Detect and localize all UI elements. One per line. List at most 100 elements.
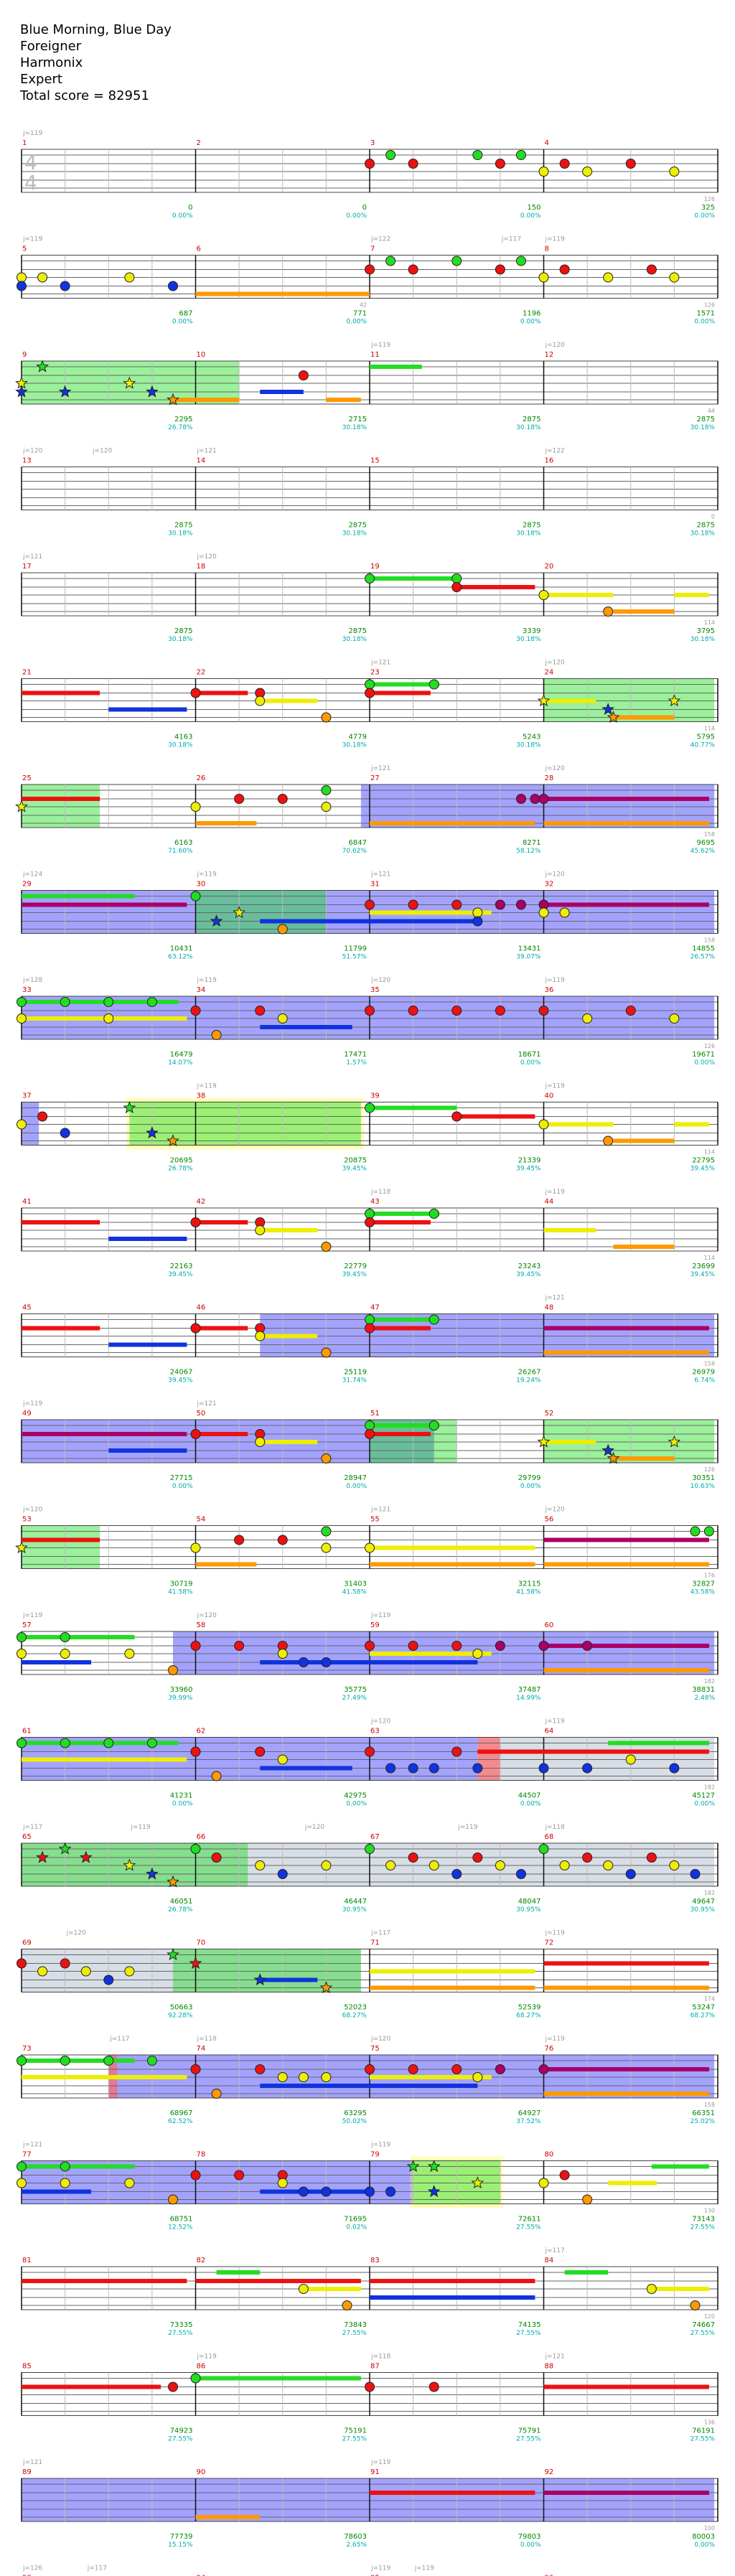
score-percent: 0.00% <box>520 319 541 326</box>
note-gem <box>472 150 483 160</box>
bpm-marker: j=119 <box>197 1083 217 1090</box>
note-gem <box>530 794 540 804</box>
measure-number: 88 <box>545 2363 554 2371</box>
measure-note-count: 158 <box>704 2102 715 2108</box>
bpm-marker: j=119 <box>197 977 217 984</box>
score-percent: 30.18% <box>690 636 716 643</box>
note-gem <box>559 264 570 275</box>
measure-note-count: 158 <box>704 937 715 944</box>
note-gem <box>277 2178 288 2188</box>
score-percent: 68.27% <box>690 2013 716 2020</box>
cumulative-score: 1196 <box>523 310 540 318</box>
note-gem <box>582 2194 593 2205</box>
star-note <box>189 1957 202 1970</box>
star-note <box>167 393 179 406</box>
note-gem <box>408 1763 418 1774</box>
cumulative-score: 27715 <box>170 1474 193 1482</box>
star-note <box>15 385 28 398</box>
note-gem <box>451 582 462 592</box>
bpm-marker: j=117 <box>22 1824 42 1831</box>
note-gem <box>124 1966 135 1977</box>
cumulative-score: 79803 <box>518 2533 541 2541</box>
measure-note-count: 182 <box>704 1890 715 1896</box>
measure-number: 39 <box>370 1092 380 1100</box>
measure-number: 80 <box>545 2151 554 2159</box>
note-gem <box>365 264 375 275</box>
cumulative-score: 2295 <box>174 416 192 423</box>
measure-number: 16 <box>545 457 554 465</box>
measure-number: 58 <box>197 1621 206 1629</box>
note-gem <box>167 2381 178 2392</box>
note-gem <box>495 2064 505 2074</box>
note-gem <box>559 2170 570 2181</box>
star-note <box>406 2160 420 2173</box>
measure-number: 42 <box>197 1198 206 1206</box>
star-note <box>210 914 223 927</box>
star-note <box>319 1981 333 1994</box>
note-gem <box>321 2186 332 2197</box>
measure-note-count: 114 <box>704 1149 715 1156</box>
score-percent: 27.49% <box>342 1695 368 1702</box>
note-gem <box>538 2178 549 2188</box>
cumulative-score: 23243 <box>518 1263 541 1270</box>
star-power-band <box>129 1102 361 1146</box>
measure-number: 78 <box>197 2151 206 2159</box>
cumulative-score: 2875 <box>697 522 715 530</box>
note-gem <box>495 1860 505 1870</box>
bpm-marker: j=119 <box>545 1189 565 1196</box>
note-gem <box>625 1006 636 1016</box>
measure-note-count: 42 <box>360 302 367 309</box>
measure-number: 57 <box>22 1621 32 1629</box>
cumulative-score: 33960 <box>170 1686 193 1694</box>
cumulative-score: 74923 <box>170 2427 193 2435</box>
note-gem <box>559 907 570 918</box>
note-gem <box>190 1217 201 1227</box>
note-gem <box>321 1242 332 1252</box>
note-gem <box>408 1641 418 1651</box>
measure-number: 44 <box>545 1198 554 1206</box>
bpm-marker: j=119 <box>545 2036 565 2043</box>
bpm-marker: j=120 <box>545 871 565 879</box>
note-gem <box>690 1869 701 1879</box>
note-gem <box>255 1331 266 1341</box>
note-gem <box>103 1013 114 1024</box>
note-gem <box>365 1006 375 1016</box>
cumulative-score: 75191 <box>344 2427 367 2435</box>
note-gem <box>451 2064 462 2074</box>
note-gem <box>234 2170 245 2181</box>
measure-number: 10 <box>197 351 206 359</box>
measure-number: 26 <box>197 774 206 782</box>
bpm-marker: j=118 <box>370 2353 390 2361</box>
note-gem <box>234 794 245 804</box>
bpm-marker: j=119 <box>370 2459 390 2466</box>
note-gem <box>451 1869 462 1879</box>
measure-number: 47 <box>370 1304 380 1312</box>
score-percent: 26.78% <box>168 1166 193 1173</box>
measure-number: 60 <box>545 1621 554 1629</box>
note-gem <box>298 370 309 380</box>
cumulative-score: 29799 <box>518 1474 541 1482</box>
star-note <box>146 385 159 398</box>
bpm-marker: j=119 <box>545 1083 565 1090</box>
note-gem <box>321 1542 332 1553</box>
note-gem <box>559 1860 570 1870</box>
score-percent: 39.45% <box>342 1166 368 1173</box>
measure-note-count: 174 <box>704 1996 715 2003</box>
star-note <box>601 703 615 716</box>
bpm-marker: j=126 <box>22 2565 42 2572</box>
measure-number: 93 <box>22 2575 32 2576</box>
note-gem <box>495 899 505 910</box>
note-gem <box>472 2072 483 2082</box>
measure-number: 18 <box>197 563 206 571</box>
cumulative-score: 687 <box>179 310 192 318</box>
note-gem <box>515 1869 526 1879</box>
total-score: Total score = 82951 <box>20 88 149 103</box>
measure-number: 23 <box>370 669 380 677</box>
cumulative-score: 6163 <box>174 839 192 847</box>
note-gem <box>17 1632 27 1642</box>
score-percent: 27.55% <box>168 2330 193 2337</box>
score-percent: 62.52% <box>168 2118 193 2125</box>
note-gem <box>17 2178 27 2188</box>
note-gem <box>255 2064 266 2074</box>
measure-note-count: 126 <box>704 1466 715 1473</box>
